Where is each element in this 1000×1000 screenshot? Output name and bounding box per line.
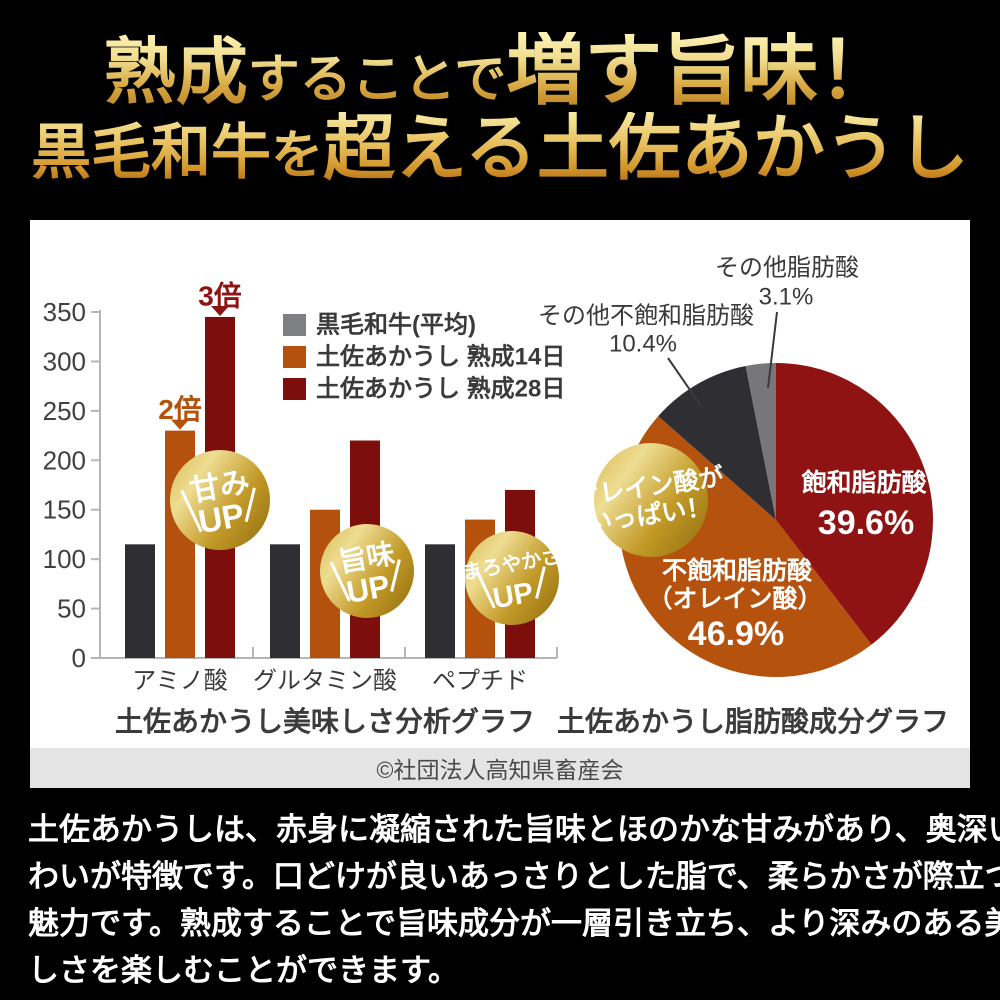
category-label: グルタミン酸 [253,668,397,695]
category-label: アミノ酸 [132,668,228,695]
y-tick-label: 0 [72,643,86,673]
bar-s0-c1 [270,544,300,658]
body-line: わいが特徴です。口どけが良いあっさりとした脂で、柔らかさが際立つのも [28,859,1000,894]
headline-segment: 黒毛和牛 [31,118,272,188]
pie-slice-percentage: 39.6% [818,504,914,542]
category-label: ペプチド [432,668,528,695]
badge-slash-right [535,566,546,599]
y-tick-label: 150 [43,495,86,525]
body-line: しさを楽しむことができます。 [28,953,459,988]
pie-leader-line [767,311,778,389]
pie-chart-title: 土佐あかうし脂肪酸成分グラフ [556,706,949,737]
bar-s0-c0 [125,544,155,658]
pie-slice-percentage: 3.1% [759,284,814,311]
headline-segment: 熟成 [103,29,248,114]
legend-swatch [283,314,306,336]
body-line: 土佐あかうしは、赤身に凝縮された旨味とほのかな甘みがあり、奥深い味 [28,812,1000,847]
headline-segment: 超える [323,105,537,190]
pie-slice-label: 不飽和脂肪酸 [662,556,813,585]
badge-slash-right [390,559,401,592]
pie-slice-2 [658,365,776,520]
badge-text-line2: UP [491,577,536,616]
legend-swatch [283,346,306,368]
pie-badge-circle [594,443,708,557]
y-tick-label: 50 [57,594,86,624]
y-tick-label: 300 [43,346,86,376]
legend-label: 土佐あかうし 熟成14日 [316,343,565,371]
body-line: 魅力です。熟成することで旨味成分が一層引き立ち、より深みのある美味 [28,906,1000,941]
legend-label: 土佐あかうし 熟成28日 [316,375,565,403]
y-tick-label: 350 [43,297,86,327]
headline-segment: 土佐あかうし [536,105,969,190]
body-text: 土佐あかうしは、赤身に凝縮された旨味とほのかな甘みがあり、奥深い味 わいが特徴で… [28,806,1000,994]
badge-slash-right [244,487,256,523]
legend-swatch [283,378,306,400]
pie-slice-0 [776,363,934,645]
pie-slice-label: （オレイン酸） [647,584,822,613]
badge-text-line2: UP [344,568,393,610]
pie-leader-line [667,357,702,407]
badge-slash-left [180,489,203,533]
pie-slice-percentage: 10.4% [609,331,677,358]
badge-slash-left [329,561,351,602]
headline-line2: 黒毛和牛を超える土佐あかうし [0,112,1000,184]
pie-slice-label: その他不飽和脂肪酸 [540,303,754,330]
bar-s0-c2 [425,544,455,658]
badge-circle [465,531,559,625]
badge-circle [320,524,414,618]
pie-slice-label: 飽和脂肪酸 [801,468,927,497]
copyright-strip: ©社団法人高知県畜産会 [30,748,970,788]
copyright-text: ©社団法人高知県畜産会 [376,757,624,783]
badge-circle [170,450,270,550]
badge-text-line2: UP [195,496,247,540]
bar-annotation-arrow-icon [171,419,189,430]
bar-annotation-arrow-icon [211,305,229,316]
pie-slice-3 [745,363,776,520]
bar-chart-title: 土佐あかうし美味しさ分析グラフ [114,706,535,737]
y-tick-label: 100 [43,544,86,574]
headline-line1: 熟成することで増す旨味！ [0,32,1000,110]
pie-slice-label: その他脂肪酸 [715,255,859,282]
badge-slash-left [474,568,496,609]
pie-chart: 飽和脂肪酸 39.6%不飽和脂肪酸（オレイン酸）46.9% その他不飽和脂肪酸10.… [540,255,934,678]
legend-label: 黒毛和牛(平均) [316,311,476,339]
pie-slice-percentage: 46.9% [688,615,784,653]
headline-segment: を [271,125,324,186]
y-tick-label: 200 [43,445,86,475]
headline-segment: することで [247,49,507,110]
headline-segment: 増す旨味！ [506,25,897,116]
y-tick-label: 250 [43,396,86,426]
